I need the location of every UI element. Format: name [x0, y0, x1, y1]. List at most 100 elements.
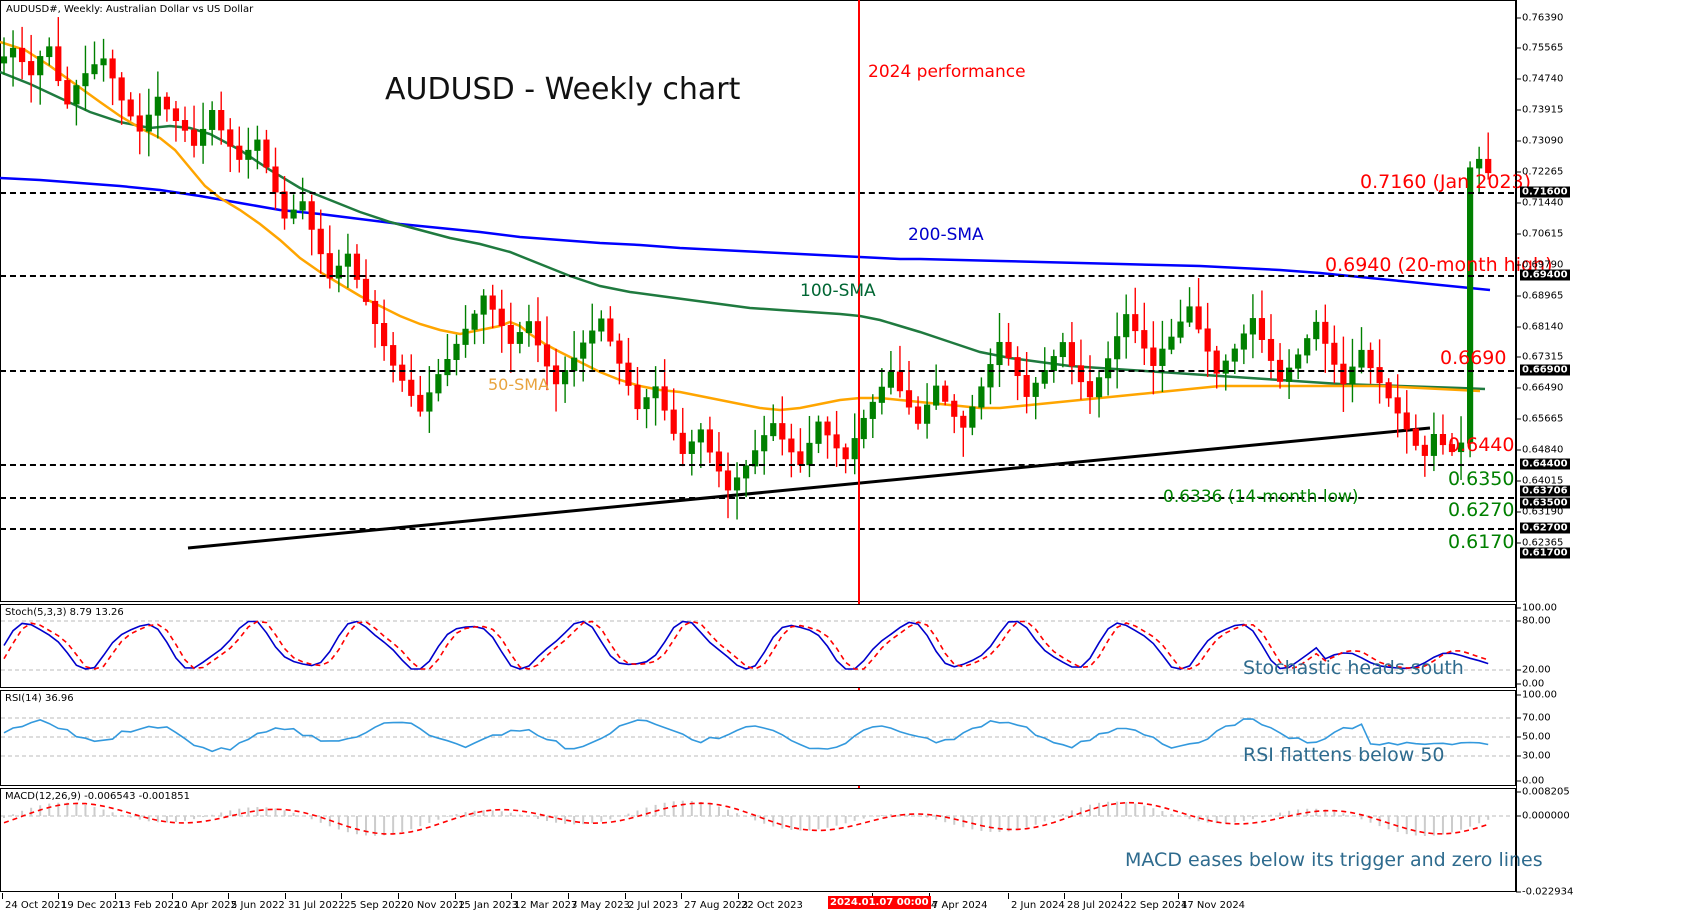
date-label: 25 Sep 2022 — [344, 900, 408, 911]
annotation-50-sma: 50-SMA — [488, 375, 550, 394]
date-tick — [58, 893, 59, 899]
annotation-14-month-low: 0.6336 (14-month low) — [1163, 487, 1359, 507]
rsi-plot — [1, 717, 1513, 757]
candlestick-series — [0, 17, 1492, 520]
date-label: 2 Jun 2024 — [1011, 900, 1065, 911]
price-tick: 0.70615 — [1516, 229, 1563, 240]
level-line-0.6940 — [0, 275, 1514, 277]
level-label-0.6350: 0.6350 — [1448, 468, 1515, 490]
date-tick — [172, 893, 173, 899]
crosshair-date-label: 2024.01.07 00:00 — [828, 896, 931, 909]
macd-panel[interactable]: MACD(12,26,9) -0.006543 -0.001851 — [0, 788, 1516, 892]
price-tick: 0.64840 — [1516, 445, 1563, 456]
price-tag: 0.61700 — [1520, 547, 1570, 559]
price-tag: 0.69400 — [1520, 269, 1570, 281]
date-label: 19 Dec 2021 — [61, 900, 125, 911]
level-label-0.7160: 0.7160 (Jan 2023) — [1360, 171, 1532, 193]
date-tick — [511, 893, 512, 899]
level-line-0.6270 — [0, 528, 1514, 530]
level-line-0.6350 — [0, 497, 1514, 499]
date-tick — [1178, 893, 1179, 899]
date-label: 13 Feb 2022 — [118, 900, 181, 911]
date-tick — [681, 893, 682, 899]
date-label: 28 Jul 2024 — [1067, 900, 1124, 911]
date-label: 5 Jun 2022 — [231, 900, 285, 911]
level-label-0.6690: 0.6690 — [1440, 347, 1507, 369]
price-tick: 0.65665 — [1516, 414, 1563, 425]
indicator-tick: 0.00 — [1516, 776, 1544, 787]
price-tick: 0.67315 — [1516, 352, 1563, 363]
price-axis[interactable]: 0.76390 0.75565 0.74740 0.73915 0.73090 0.722… — [1516, 0, 1688, 898]
price-tick: 0.76390 — [1516, 13, 1563, 24]
price-tick: 0.62365 — [1516, 538, 1563, 549]
date-tick — [115, 893, 116, 899]
price-tag: 0.71600 — [1520, 186, 1570, 198]
date-label: 12 Mar 2023 — [514, 900, 578, 911]
crosshair-vertical-line — [858, 0, 860, 892]
indicator-tick: -0.022934 — [1516, 887, 1573, 898]
price-tick: 0.73915 — [1516, 105, 1563, 116]
price-tick: 0.75565 — [1516, 43, 1563, 54]
indicator-tick: 0.000000 — [1516, 811, 1570, 822]
price-tick: 0.69790 — [1516, 260, 1563, 271]
date-label: 7 May 2023 — [571, 900, 630, 911]
macd-plot — [1, 800, 1513, 836]
chart-title-annotation: AUDUSD - Weekly chart — [385, 72, 741, 107]
date-label: 20 Nov 2022 — [401, 900, 466, 911]
annotation-2024-performance: 2024 performance — [868, 62, 1026, 82]
date-tick — [568, 893, 569, 899]
date-axis[interactable]: 24 Oct 2021 19 Dec 2021 13 Feb 2022 10 Apr … — [0, 893, 1516, 919]
date-tick — [625, 893, 626, 899]
annotation-macd: MACD eases below its trigger and zero li… — [1125, 849, 1543, 871]
stochastic-plot — [1, 620, 1513, 671]
price-tick: 0.63190 — [1516, 507, 1563, 518]
date-tick — [455, 893, 456, 899]
indicator-tick: 0.008205 — [1516, 787, 1570, 798]
date-tick — [228, 893, 229, 899]
date-tick — [738, 893, 739, 899]
price-tick: 0.68965 — [1516, 291, 1563, 302]
indicator-tick: 100.00 — [1516, 690, 1557, 701]
macd-header: MACD(12,26,9) -0.006543 -0.001851 — [5, 791, 190, 802]
price-tick: 0.71440 — [1516, 198, 1563, 209]
date-label: 22 Oct 2023 — [741, 900, 803, 911]
date-tick — [285, 893, 286, 899]
indicator-tick: 20.00 — [1516, 665, 1551, 676]
price-tick: 0.66490 — [1516, 383, 1563, 394]
date-tick — [398, 893, 399, 899]
indicator-tick: 30.00 — [1516, 751, 1551, 762]
indicator-tick: 80.00 — [1516, 616, 1551, 627]
date-label: 22 Sep 2024 — [1124, 900, 1188, 911]
price-tick: 0.64015 — [1516, 476, 1563, 487]
indicator-tick: 0.00 — [1516, 679, 1544, 690]
price-tag: 0.63500 — [1520, 497, 1570, 509]
annotation-rsi: RSI flattens below 50 — [1243, 744, 1445, 766]
date-label: 17 Nov 2024 — [1181, 900, 1246, 911]
date-label: 27 Aug 2023 — [684, 900, 749, 911]
price-panel[interactable]: AUDUSD#, Weekly: Australian Dollar vs US… — [0, 0, 1516, 602]
price-tick: 0.72265 — [1516, 167, 1563, 178]
stochastic-header: Stoch(5,3,3) 8.79 13.26 — [5, 607, 124, 618]
date-tick — [1121, 893, 1122, 899]
indicator-tick: 70.00 — [1516, 713, 1551, 724]
rsi-panel[interactable]: RSI(14) 36.96 — [0, 690, 1516, 786]
price-tag: 0.62700 — [1520, 522, 1570, 534]
annotation-100-sma: 100-SMA — [800, 281, 876, 301]
level-label-0.6170: 0.6170 — [1448, 531, 1515, 553]
level-line-0.6690 — [0, 370, 1514, 372]
indicator-tick: 100.00 — [1516, 603, 1557, 614]
date-label: 2 Jul 2023 — [628, 900, 679, 911]
price-tick: 0.73090 — [1516, 136, 1563, 147]
date-label: 7 Apr 2024 — [932, 900, 988, 911]
indicator-tick: 50.00 — [1516, 732, 1551, 743]
sma-50-line — [0, 40, 1481, 412]
date-label: 15 Jan 2023 — [458, 900, 518, 911]
price-tick: 0.68140 — [1516, 322, 1563, 333]
date-tick — [341, 893, 342, 899]
price-tick: 0.74740 — [1516, 74, 1563, 85]
level-label-0.6440: 0.6440 — [1448, 434, 1515, 456]
price-tag: 0.66900 — [1520, 364, 1570, 376]
price-tag: 0.64400 — [1520, 458, 1570, 470]
date-tick — [2, 893, 3, 899]
